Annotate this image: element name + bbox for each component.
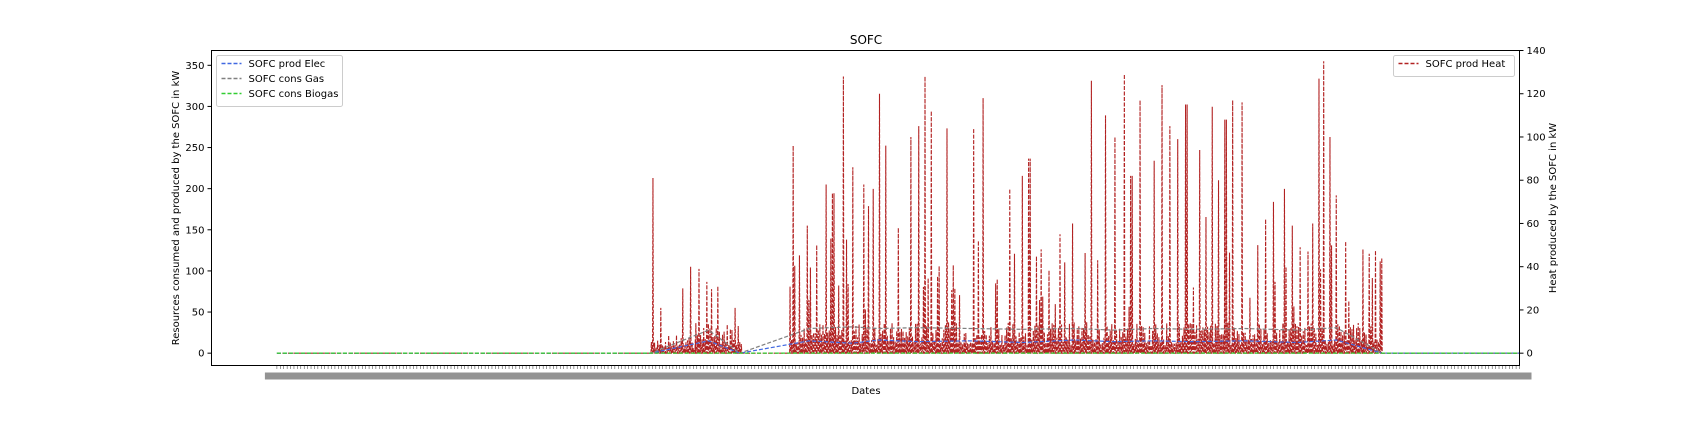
y-left-tick-label: 150	[185, 225, 204, 236]
left-series-layer	[276, 326, 1520, 354]
x-axis-label: Dates	[851, 386, 880, 397]
y-left-tick-label: 200	[185, 184, 204, 195]
y-right-tick-label: 140	[1527, 46, 1546, 57]
plot-area-frame	[211, 50, 1520, 366]
x-axis	[264, 365, 1532, 380]
y-left-tick-label: 350	[185, 61, 204, 72]
y-right-tick-label: 100	[1527, 132, 1546, 143]
chart-title: SOFC	[850, 33, 882, 47]
legend-box	[216, 55, 343, 107]
y-left-tick-label: 50	[192, 308, 205, 319]
y-right-tick-label: 40	[1527, 262, 1540, 273]
legend-box	[1393, 55, 1515, 77]
series-line-sofc-prod-elec	[276, 339, 1520, 354]
x-tick-labels-overlap	[264, 372, 1532, 380]
y-left-tick-label: 300	[185, 102, 204, 113]
y-right-tick-label: 20	[1527, 305, 1540, 316]
y-axis-right: 0 20 40 60 80 100 120 140	[1519, 46, 1546, 360]
legend-right: SOFC prod Heat	[1393, 55, 1515, 77]
y-axis-left-label: Resources consumed and produced by the S…	[171, 71, 182, 346]
y-left-tick-label: 0	[198, 349, 204, 360]
series-line-sofc-prod-heat	[276, 61, 1520, 354]
legend-entry-label: SOFC prod Elec	[249, 59, 326, 70]
y-right-tick-label: 80	[1527, 176, 1540, 187]
y-right-tick-label: 0	[1527, 349, 1533, 360]
y-axis-right-label: Heat produced by the SOFC in kW	[1548, 123, 1559, 293]
legend-left: SOFC prod Elec SOFC cons Gas SOFC cons Bio…	[216, 55, 343, 107]
legend-entry-label: SOFC cons Gas	[249, 74, 325, 85]
y-left-tick-label: 250	[185, 143, 204, 154]
legend-entry-label: SOFC prod Heat	[1426, 59, 1506, 70]
heat-series-layer	[276, 61, 1520, 354]
y-right-tick-label: 60	[1527, 219, 1540, 230]
y-left-tick-label: 100	[185, 266, 204, 277]
legend-entry-label: SOFC cons Biogas	[249, 89, 339, 100]
y-axis-left: 0 50 100 150 200 250 300 350	[185, 61, 212, 360]
y-right-tick-label: 120	[1527, 89, 1546, 100]
